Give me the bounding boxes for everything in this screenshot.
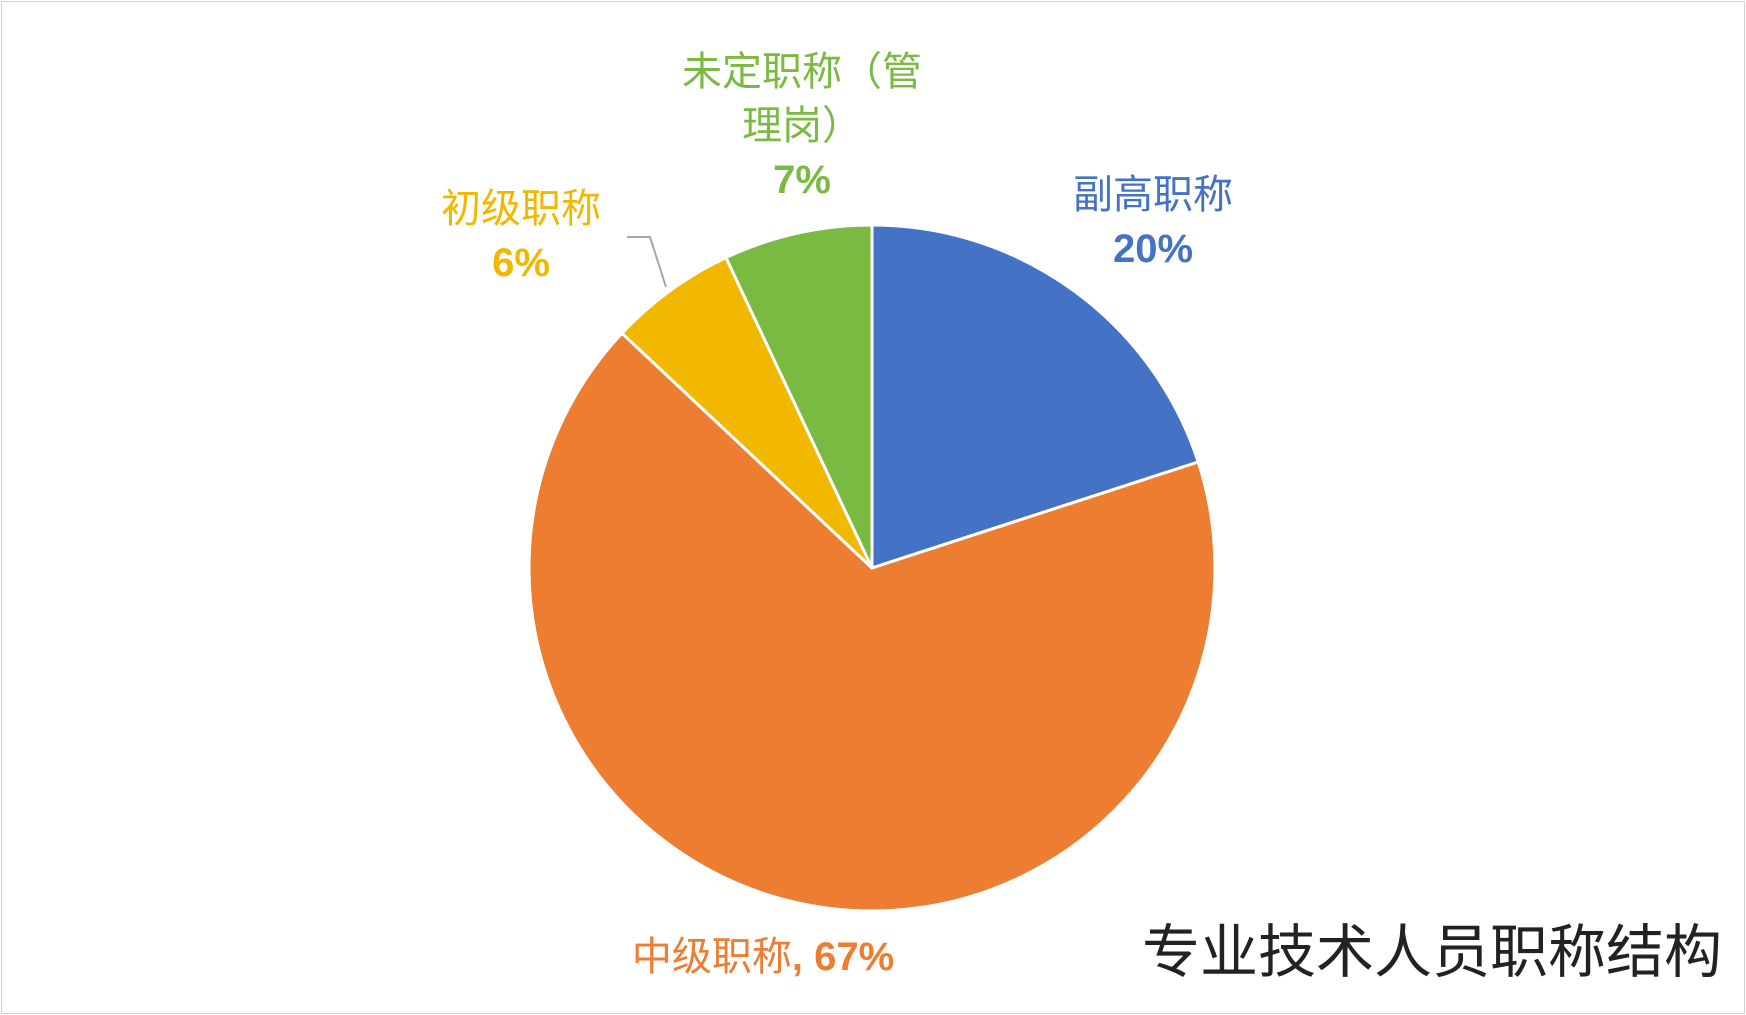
pie-slice (870, 223, 1201, 571)
value-label: 20% (1112, 227, 1194, 271)
leader-line (627, 236, 667, 288)
category-label: 未定职称（管理岗） (682, 50, 922, 148)
pie-slice (723, 223, 874, 569)
value-label: 67% (814, 935, 895, 979)
category-label: 初级职称 (441, 187, 601, 231)
value-label: 6% (492, 241, 550, 285)
pie-slice (527, 331, 1217, 913)
pie-slice (619, 255, 874, 570)
data-label: 中级职称, 67% (563, 930, 963, 984)
value-label: 7% (773, 158, 831, 202)
data-label: 副高职称 20% (1003, 168, 1303, 276)
chart-title: 专业技术人员职称结构 (1141, 918, 1722, 986)
data-label: 未定职称（管理岗） 7% (672, 45, 932, 207)
category-label: 副高职称 (1073, 173, 1233, 217)
category-label: 中级职称 (631, 935, 792, 979)
label-separator: , (791, 935, 815, 979)
data-label: 初级职称 6% (371, 182, 671, 290)
